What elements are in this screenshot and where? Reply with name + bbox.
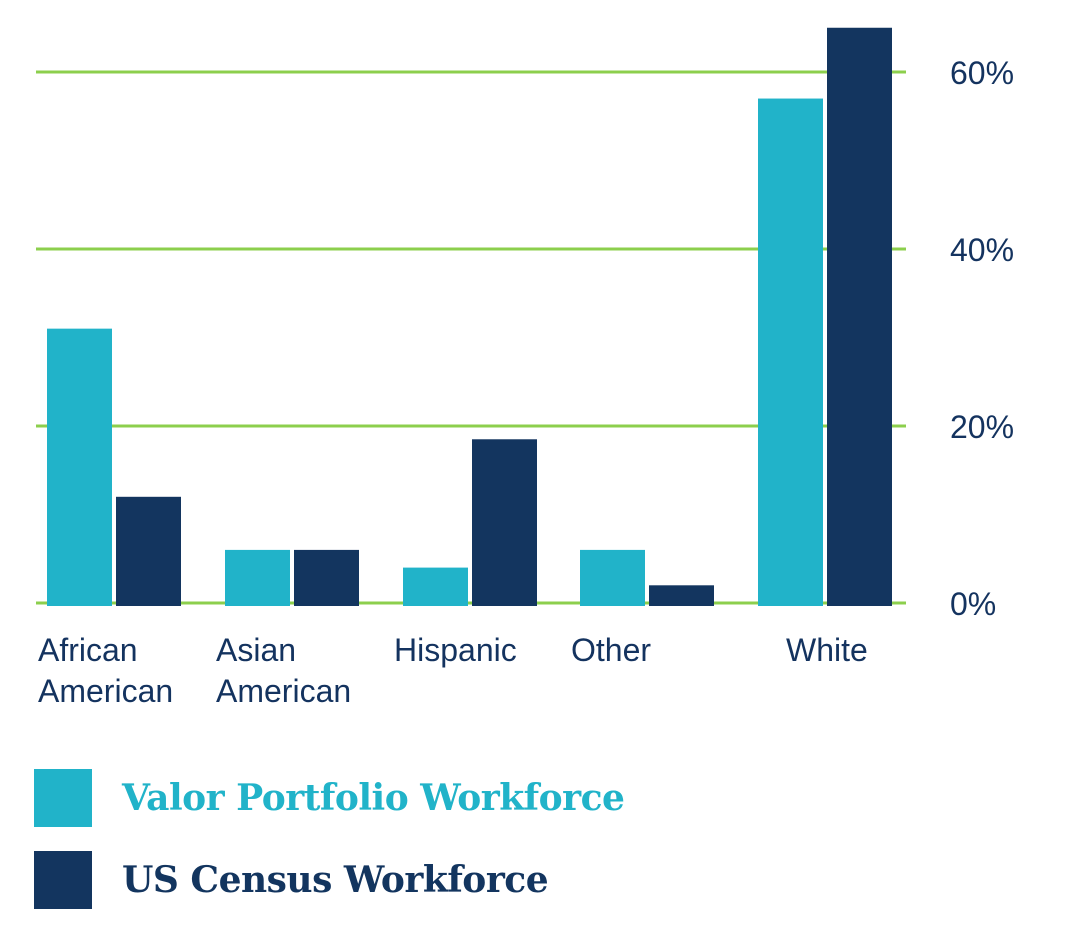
bar-us-census-workforce-white xyxy=(827,27,892,606)
bars xyxy=(47,27,892,607)
bar-valor-portfolio-workforce-asian-american xyxy=(225,549,290,606)
y-tick-label-40: 40% xyxy=(950,232,1014,268)
x-tick-label-african-american: African American xyxy=(38,632,173,709)
legend-label-valor: Valor Portfolio Workforce xyxy=(122,777,625,819)
legend-item-census: US Census Workforce xyxy=(34,850,624,910)
legend-item-valor: Valor Portfolio Workforce xyxy=(34,768,625,828)
bar-chart: 0% 20% 40% 60% African American Asian American… xyxy=(36,27,1014,709)
y-tick-label-20: 20% xyxy=(950,409,1014,445)
x-axis-category-labels: African American Asian American Hispanic Othe… xyxy=(38,632,868,709)
x-tick-label-hispanic: Hispanic xyxy=(394,632,517,668)
bar-valor-portfolio-workforce-hispanic xyxy=(403,567,468,606)
bar-valor-portfolio-workforce-african-american xyxy=(47,328,112,606)
y-tick-label-60: 60% xyxy=(950,55,1014,91)
legend-label-census: US Census Workforce xyxy=(122,859,549,901)
bar-valor-portfolio-workforce-other xyxy=(580,549,645,606)
y-axis-tick-labels: 0% 20% 40% 60% xyxy=(950,55,1014,622)
bar-valor-portfolio-workforce-white xyxy=(758,98,823,607)
bar-us-census-workforce-asian-american xyxy=(294,549,359,606)
y-tick-label-0: 0% xyxy=(950,586,996,622)
legend-swatch-census xyxy=(34,851,92,909)
bar-us-census-workforce-hispanic xyxy=(472,439,537,606)
x-tick-label-other: Other xyxy=(571,632,651,668)
bar-us-census-workforce-other xyxy=(649,585,714,606)
bar-us-census-workforce-african-american xyxy=(116,496,181,606)
x-tick-label-white: White xyxy=(786,632,868,668)
x-tick-label-asian-american: Asian American xyxy=(216,632,351,709)
legend-swatch-valor xyxy=(34,769,92,827)
legend: Valor Portfolio Workforce US Census Work… xyxy=(34,768,625,932)
